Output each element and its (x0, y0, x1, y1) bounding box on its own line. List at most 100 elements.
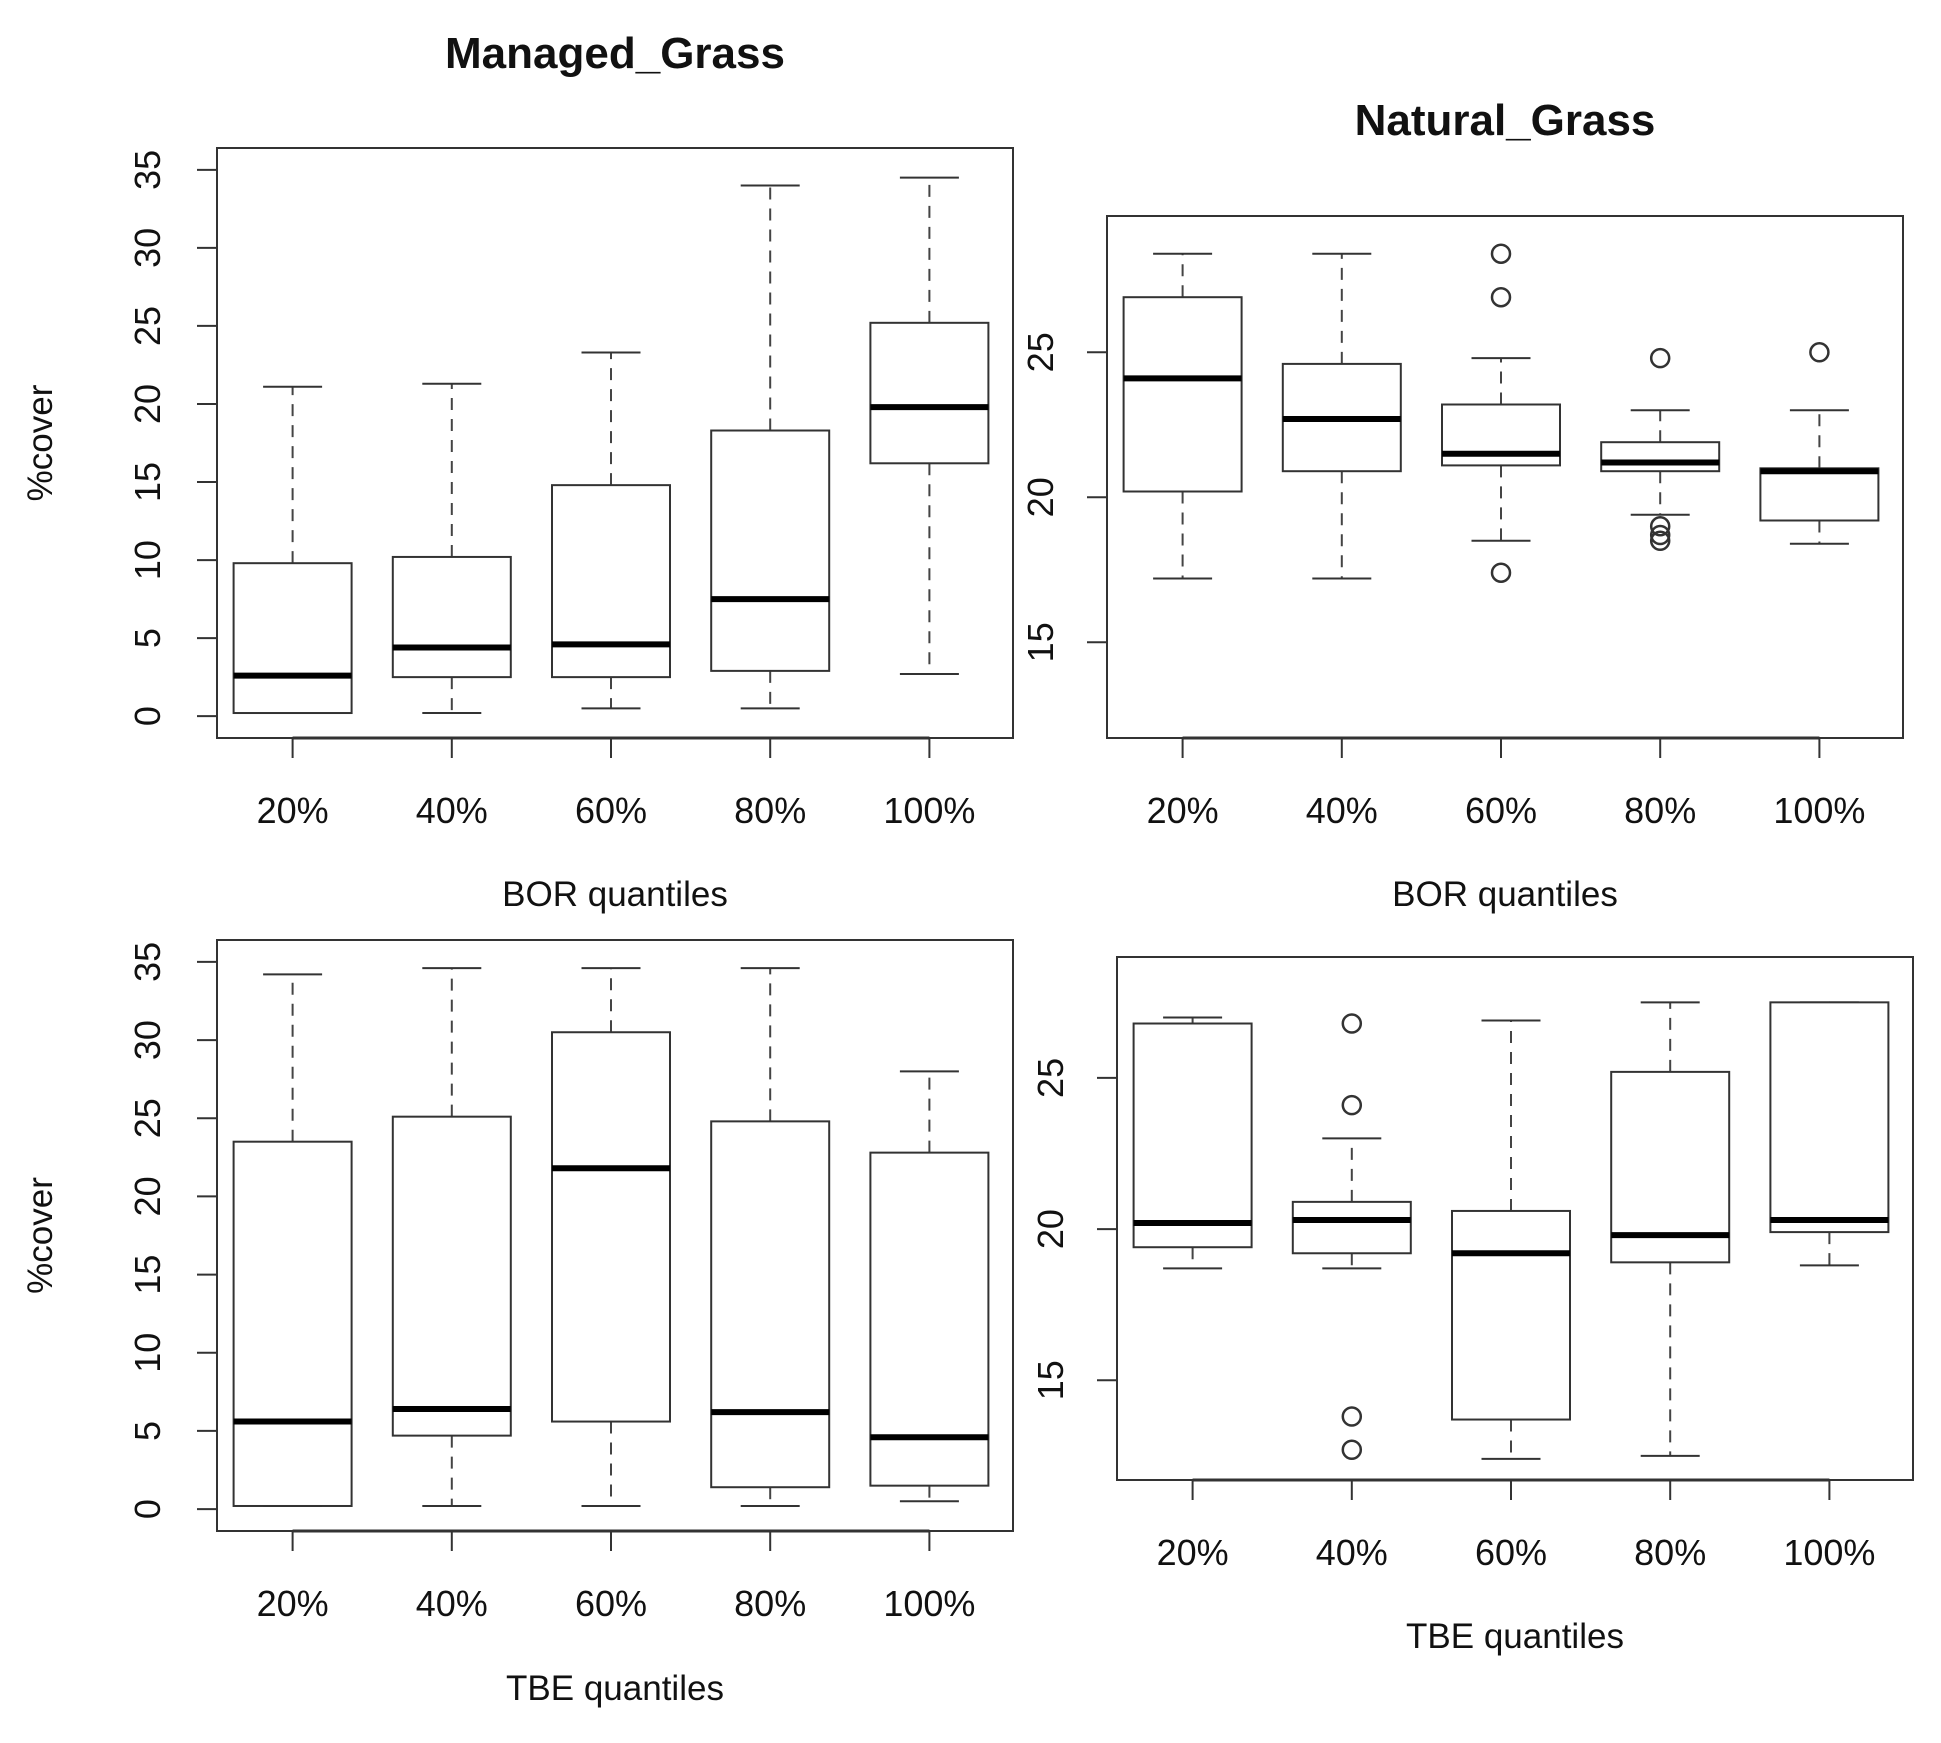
y-tick-label: 30 (127, 1020, 168, 1060)
iqr-box (1122, 296, 1243, 493)
iqr-box (869, 1151, 990, 1487)
chart-panel-bottom-right: 15 20 25 20% 40% 60% 80% 100% TBE quantiles (1030, 956, 1914, 1656)
box-60pct: 60% (551, 967, 671, 1624)
iqr-box (232, 562, 353, 715)
y-tick-label: 20 (127, 384, 168, 424)
chart-title: Managed_Grass (445, 29, 785, 78)
box-60pct: 60% (1451, 1019, 1571, 1573)
iqr-box (551, 484, 671, 679)
outlier-point (1649, 530, 1671, 552)
x-tick-label: 20% (1147, 790, 1219, 831)
box-80pct: 80% (710, 967, 831, 1624)
box-40pct: 40% (391, 382, 512, 831)
y-tick-label: 0 (127, 1499, 168, 1519)
outlier-point (1649, 347, 1671, 369)
x-axis-label: TBE quantiles (1406, 1617, 1624, 1656)
x-tick-label: 80% (734, 1583, 806, 1624)
y-axis-label: %cover (21, 384, 60, 501)
y-tick-label: 25 (1030, 1058, 1071, 1098)
iqr-box (1610, 1070, 1731, 1264)
y-tick-label: 25 (127, 306, 168, 346)
y-tick-label: 10 (127, 1333, 168, 1373)
box-20pct: 20% (232, 973, 353, 1624)
x-tick-label: 60% (575, 1583, 647, 1624)
x-tick-label: 100% (883, 790, 975, 831)
x-tick-label: 100% (1773, 790, 1865, 831)
y-tick-label: 35 (127, 942, 168, 982)
y-tick-label: 15 (127, 462, 168, 502)
x-tick-label: 40% (416, 1583, 488, 1624)
y-tick-label: 15 (1030, 1360, 1071, 1400)
x-tick-label: 80% (1634, 1532, 1706, 1573)
box-100pct: 100% (1759, 342, 1880, 831)
chart-panel-top-right: Natural_Grass 15 20 25 20% 40% 60% 80% 100% BOR q… (1020, 96, 1904, 914)
y-tick-label: 30 (127, 228, 168, 268)
x-tick-label: 60% (575, 790, 647, 831)
iqr-box (551, 1031, 671, 1423)
outlier-point (1341, 1406, 1363, 1427)
outlier-point (1809, 342, 1830, 363)
y-tick-label: 35 (127, 150, 168, 190)
y-tick-label: 20 (1020, 477, 1061, 517)
iqr-box (391, 1115, 512, 1437)
outlier-point (1490, 243, 1512, 264)
y-tick-label: 20 (127, 1176, 168, 1216)
outlier-point (1341, 1439, 1363, 1461)
x-tick-label: 100% (883, 1583, 975, 1624)
x-tick-label: 60% (1475, 1532, 1547, 1573)
y-tick-label: 5 (127, 628, 168, 648)
iqr-box (869, 321, 990, 465)
x-tick-label: 20% (1157, 1532, 1229, 1573)
iqr-box (391, 555, 512, 679)
x-tick-label: 80% (1624, 790, 1696, 831)
y-tick-label: 20 (1030, 1209, 1071, 1249)
box-100pct: 100% (869, 1070, 990, 1624)
chart-title: Natural_Grass (1355, 96, 1656, 145)
box-80pct: 80% (710, 184, 831, 831)
box-100pct: 100% (869, 176, 990, 831)
box-40pct: 40% (1281, 252, 1402, 831)
box-20pct: 20% (1132, 1016, 1253, 1573)
iqr-box (1291, 1200, 1412, 1255)
y-tick-label: 0 (127, 706, 168, 726)
x-tick-label: 60% (1465, 790, 1537, 831)
iqr-box (232, 1140, 353, 1507)
outlier-point (1490, 286, 1512, 308)
chart-panel-bottom-left: 0 5 10 15 20 25 30 35 %cover 20% 40% 60% 80% 100% TBE … (21, 939, 1014, 1708)
y-tick-label: 15 (1020, 622, 1061, 662)
y-axis-label: %cover (21, 1177, 60, 1294)
x-tick-label: 20% (257, 790, 329, 831)
x-axis-label: TBE quantiles (506, 1669, 724, 1708)
outlier-point (1649, 516, 1671, 537)
x-tick-label: 20% (257, 1583, 329, 1624)
iqr-box (1600, 441, 1721, 473)
iqr-box (710, 429, 831, 672)
iqr-box (1132, 1022, 1253, 1249)
box-80pct: 80% (1600, 347, 1721, 831)
box-20pct: 20% (232, 385, 353, 831)
box-60pct: 60% (1441, 243, 1561, 831)
box-100pct: 100% (1769, 1001, 1890, 1573)
box-40pct: 40% (1291, 1013, 1412, 1573)
box-60pct: 60% (551, 351, 671, 831)
x-tick-label: 40% (1316, 1532, 1388, 1573)
x-axis-label: BOR quantiles (1392, 875, 1618, 914)
outlier-point (1490, 562, 1512, 583)
y-tick-label: 10 (127, 540, 168, 580)
iqr-box (1759, 467, 1880, 522)
y-tick-label: 15 (127, 1255, 168, 1295)
x-tick-label: 80% (734, 790, 806, 831)
chart-panel-top-left: Managed_Grass 0 5 10 15 20 25 30 35 %cover 20% 40% 6… (21, 29, 1014, 914)
iqr-box (1451, 1209, 1571, 1421)
x-tick-label: 100% (1783, 1532, 1875, 1573)
x-axis-label: BOR quantiles (502, 875, 728, 914)
iqr-box (710, 1120, 831, 1489)
y-tick-label: 25 (1020, 332, 1061, 372)
outlier-point (1649, 524, 1671, 546)
y-tick-label: 25 (127, 1098, 168, 1138)
iqr-box (1769, 1001, 1890, 1234)
y-tick-label: 5 (127, 1421, 168, 1441)
box-40pct: 40% (391, 967, 512, 1624)
box-80pct: 80% (1610, 1001, 1731, 1573)
